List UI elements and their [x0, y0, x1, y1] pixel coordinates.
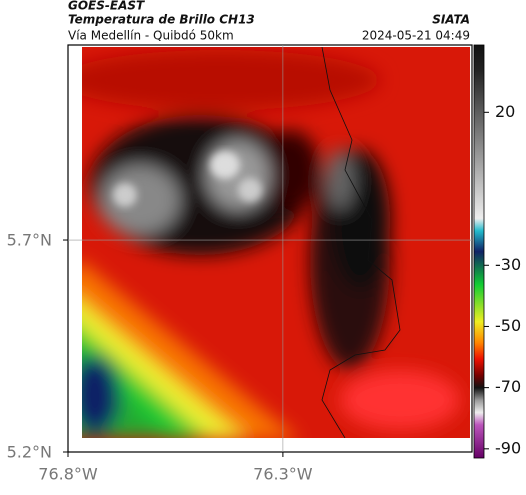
- satellite-image: [82, 47, 470, 438]
- y-tick-label: 5.2°N: [7, 443, 52, 462]
- colorbar-tick-label: -70: [495, 377, 521, 396]
- timestamp: 2024-05-21 04:49: [362, 29, 470, 43]
- x-tick-label: 76.3°W: [253, 465, 313, 484]
- colorbar-tick-label: -50: [495, 316, 521, 335]
- region: Vía Medellín - Quibdó 50km: [68, 29, 234, 43]
- source: SIATA: [432, 13, 470, 27]
- title: GOES-EAST: [68, 0, 145, 13]
- x-tick-label: 76.8°W: [38, 465, 98, 484]
- y-tick-label: 5.7°N: [7, 231, 52, 250]
- colorbar-tick-label: -90: [495, 438, 521, 457]
- colorbar-tick-label: -30: [495, 255, 521, 274]
- colorbar: [473, 44, 485, 459]
- subtitle: Temperatura de Brillo CH13: [68, 13, 255, 27]
- colorbar-tick-label: 20: [495, 102, 515, 121]
